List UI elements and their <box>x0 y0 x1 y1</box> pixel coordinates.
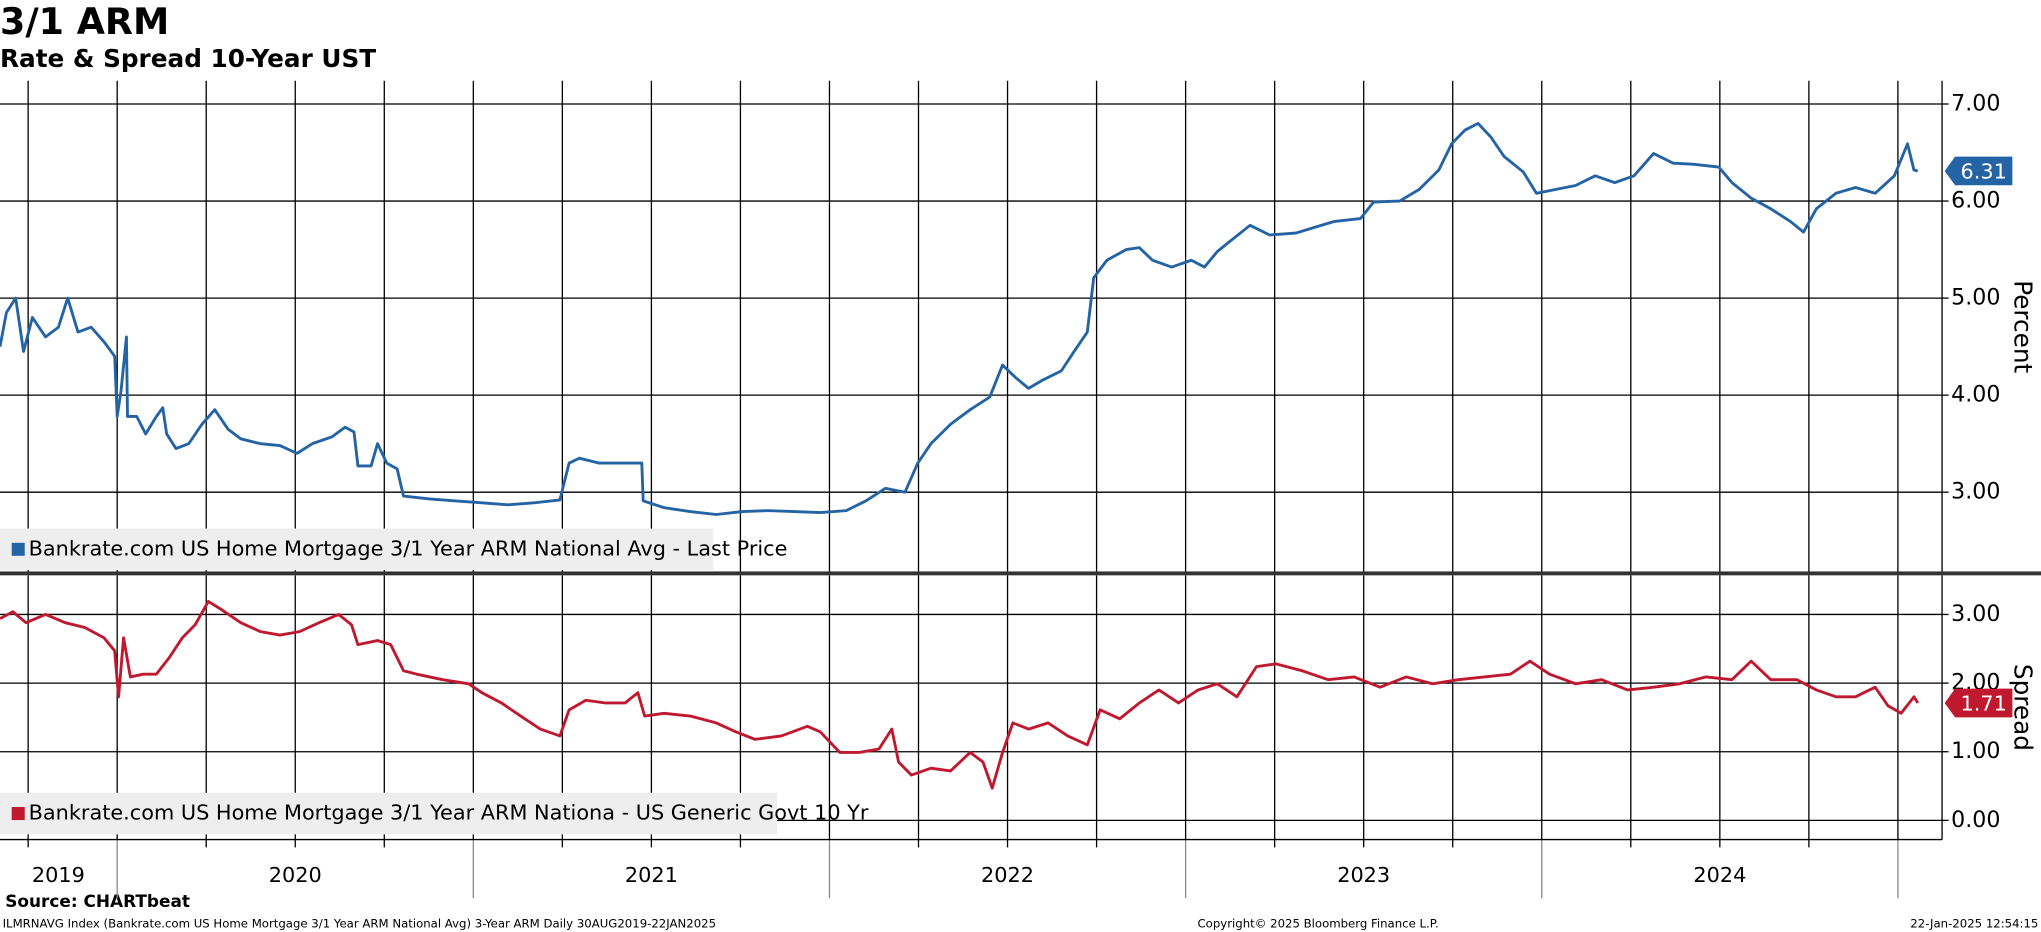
legend-swatch <box>11 807 25 821</box>
panel-separator <box>0 571 2041 576</box>
y-tick-label: 6.00 <box>1951 188 2000 214</box>
x-tick-label: 2021 <box>625 863 678 887</box>
x-tick-label: 2022 <box>981 863 1034 887</box>
y-tick-label: 0.00 <box>1951 807 2000 833</box>
y-tick-label: 5.00 <box>1951 285 2000 311</box>
chart-title: 3/1 ARM <box>0 0 169 43</box>
source: Source: CHARTbeat <box>5 891 190 911</box>
description: ILMRNAVG Index (Bankrate.com US Home Mor… <box>3 917 716 931</box>
y-axis-label: Spread <box>2008 664 2037 751</box>
line-series <box>0 121 1919 516</box>
x-tick-label: 2023 <box>1337 863 1390 887</box>
x-tick-label: 2020 <box>269 863 322 887</box>
last-value-tag <box>1944 688 2013 718</box>
last-value-tag <box>1944 156 2013 186</box>
chart-subtitle: Rate & Spread 10-Year UST <box>0 44 376 73</box>
y-tick-label: 7.00 <box>1951 91 2000 117</box>
line-series <box>0 599 1920 790</box>
y-tick-label: 4.00 <box>1951 382 2000 408</box>
legend-label: Bankrate.com US Home Mortgage 3/1 Year A… <box>29 801 869 825</box>
x-tick-label: 2019 <box>32 863 85 887</box>
y-axis-label: Percent <box>2008 280 2037 373</box>
legend-swatch <box>11 542 25 556</box>
y-tick-label: 3.00 <box>1951 479 2000 505</box>
last-value-label: 1.71 <box>1961 691 2007 715</box>
timestamp: 22-Jan-2025 12:54:15 <box>1910 917 2038 931</box>
legend-label: Bankrate.com US Home Mortgage 3/1 Year A… <box>29 536 788 560</box>
legend-box <box>0 792 778 835</box>
y-tick-label: 1.00 <box>1951 738 2000 764</box>
legend-box <box>0 528 714 571</box>
last-value-label: 6.31 <box>1961 159 2007 183</box>
copyright: Copyright© 2025 Bloomberg Finance L.P. <box>1198 917 1439 931</box>
y-tick-label: 3.00 <box>1951 601 2000 627</box>
x-tick-label: 2024 <box>1693 863 1746 887</box>
